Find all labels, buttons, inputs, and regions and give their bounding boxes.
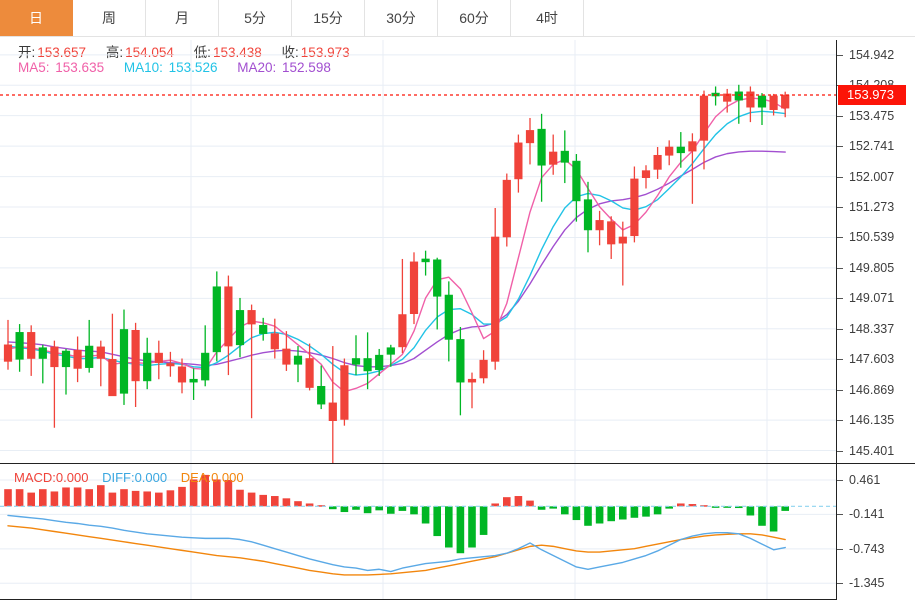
dea-value: 0.000	[211, 470, 244, 485]
ma5-value: 153.635	[55, 60, 105, 75]
price-axis-label: 152.007	[849, 169, 895, 184]
macd-axis-label: -0.743	[849, 541, 885, 556]
axis-tick	[837, 54, 843, 56]
price-axis-label: 149.071	[849, 291, 895, 306]
axis-tick	[837, 207, 843, 208]
timeframe-tabbar: 日 周 月 5分 15分 30分 60分 4时	[0, 0, 915, 37]
close-label: 收:	[281, 45, 299, 60]
tab-30min[interactable]: 30分	[365, 0, 438, 36]
axis-tick	[837, 359, 843, 361]
macd-axis-label: -0.141	[849, 507, 885, 522]
macd-legend: MACD:0.000 DIFF:0.000 DEA:0.000	[14, 470, 244, 485]
axis-tick	[837, 267, 843, 269]
price-chart-pane[interactable]	[0, 40, 836, 464]
axis-tick	[837, 583, 843, 585]
price-axis-label: 145.401	[849, 443, 895, 458]
ma10-label: MA10:	[123, 60, 163, 75]
price-axis-label: 153.475	[849, 108, 895, 123]
price-axis-label: 150.539	[849, 230, 895, 245]
tabbar-filler	[584, 0, 915, 36]
tab-5min[interactable]: 5分	[219, 0, 292, 36]
macd-label: MACD:	[14, 470, 56, 485]
macd-value: 0.000	[55, 470, 89, 485]
price-axis-label: 146.869	[849, 382, 895, 397]
diff-label: DIFF:	[102, 470, 135, 485]
axis-tick	[837, 450, 843, 452]
axis-tick	[837, 298, 843, 300]
candlestick-plot	[0, 40, 836, 463]
high-label: 高:	[105, 45, 124, 60]
axis-tick	[837, 514, 843, 516]
ma10-value: 153.526	[168, 60, 218, 75]
price-axis-label: 149.805	[849, 260, 895, 275]
macd-axis-label: 0.461	[849, 472, 881, 487]
open-value: 153.657	[37, 45, 87, 60]
axis-divider	[836, 463, 915, 464]
axis-tick	[837, 146, 843, 148]
macd-axis-label: -1.345	[849, 576, 885, 591]
dea-label: DEA:	[180, 470, 212, 485]
macd-chart-pane[interactable]	[0, 464, 836, 600]
tab-label: 4时	[536, 10, 558, 26]
tab-4hour[interactable]: 4时	[511, 0, 584, 36]
close-value: 153.973	[300, 45, 350, 60]
open-label: 开:	[18, 45, 36, 60]
low-value: 153.438	[212, 45, 262, 60]
price-axis-label: 147.603	[849, 352, 895, 367]
price-axis-label: 146.135	[849, 413, 895, 428]
quote-info: 开: 153.657 高: 154.054 低: 153.438 收: 153.973 …	[0, 37, 915, 82]
price-axis-label: 152.741	[849, 139, 895, 154]
low-label: 低:	[193, 45, 211, 60]
tab-label: 60分	[459, 10, 489, 26]
current-price-badge: 153.973	[838, 85, 906, 106]
tab-60min[interactable]: 60分	[438, 0, 511, 36]
axis-tick	[837, 328, 843, 330]
price-axis-label: 148.337	[849, 321, 895, 336]
tab-label: 15分	[313, 10, 343, 26]
high-value: 154.054	[125, 45, 174, 60]
tab-month[interactable]: 月	[146, 0, 219, 36]
tab-label: 日	[29, 10, 43, 26]
axis-tick	[837, 115, 843, 117]
tab-label: 30分	[386, 10, 416, 26]
axis-tick	[837, 548, 843, 550]
ma-row: MA5: 153.635 MA10: 153.526 MA20: 152.598	[18, 60, 333, 75]
axis-tick	[837, 389, 843, 391]
ma5-label: MA5:	[18, 60, 50, 75]
tab-week[interactable]: 周	[73, 0, 146, 36]
ma20-value: 152.598	[282, 60, 331, 75]
axis-tick	[837, 479, 843, 481]
price-axis-label: 151.273	[849, 200, 895, 214]
tab-label: 周	[102, 10, 116, 26]
tab-15min[interactable]: 15分	[292, 0, 365, 36]
axis-tick	[837, 176, 843, 178]
ohlc-row: 开: 153.657 高: 154.054 低: 153.438 收: 153.973	[18, 41, 352, 61]
tab-label: 5分	[244, 10, 266, 26]
macd-plot	[0, 464, 836, 599]
tab-label: 月	[175, 10, 189, 26]
axis-tick	[837, 237, 843, 239]
tab-day[interactable]: 日	[0, 0, 73, 36]
price-axis-label: 154.942	[849, 47, 895, 62]
price-axis: 154.942154.208153.475152.741152.007151.2…	[836, 40, 915, 600]
axis-tick	[837, 420, 843, 422]
ma20-label: MA20:	[237, 60, 277, 75]
diff-value: 0.000	[134, 470, 168, 485]
